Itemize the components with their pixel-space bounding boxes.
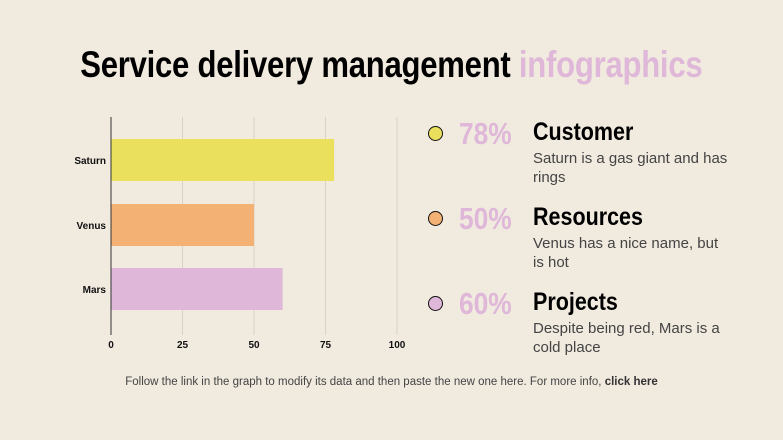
title-main: Service delivery management (80, 44, 511, 85)
title-accent: infographics (519, 44, 703, 85)
stat-description: Saturn is a gas giant and has rings (533, 150, 728, 186)
stat-percent: 78% (459, 116, 512, 151)
x-tick-label: 0 (108, 340, 114, 351)
footer-note: Follow the link in the graph to modify i… (0, 376, 783, 388)
yellow-dot-icon (428, 126, 443, 141)
x-tick-label: 75 (320, 340, 332, 351)
pink-dot-icon (428, 296, 443, 311)
stat-percent: 60% (459, 286, 512, 321)
stat-item-resources: 50% Resources Venus has a nice name, but… (428, 201, 748, 287)
x-tick-label: 100 (389, 340, 406, 351)
stat-percent: 50% (459, 201, 512, 236)
stat-heading: Resources (533, 203, 643, 231)
stat-description: Despite being red, Mars is a cold place (533, 320, 720, 356)
y-category-label: Venus (77, 221, 107, 232)
bar-mars (111, 268, 283, 310)
x-tick-label: 25 (177, 340, 189, 351)
orange-dot-icon (428, 211, 443, 226)
y-category-label: Mars (83, 285, 107, 296)
click-here-link[interactable]: click here (604, 376, 658, 388)
footer-text: Follow the link in the graph to modify i… (125, 376, 605, 388)
stat-heading: Projects (533, 288, 618, 316)
x-tick-label: 50 (248, 340, 260, 351)
page-title: Service delivery management infographics (0, 44, 783, 86)
bar-saturn (111, 139, 335, 181)
stat-item-customer: 78% Customer Saturn is a gas giant and h… (428, 116, 748, 202)
y-category-label: Saturn (74, 156, 106, 167)
stat-item-projects: 60% Projects Despite being red, Mars is … (428, 286, 748, 372)
stat-heading: Customer (533, 118, 634, 146)
stat-description: Venus has a nice name, but is hot (533, 235, 719, 271)
bar-venus (111, 204, 254, 246)
